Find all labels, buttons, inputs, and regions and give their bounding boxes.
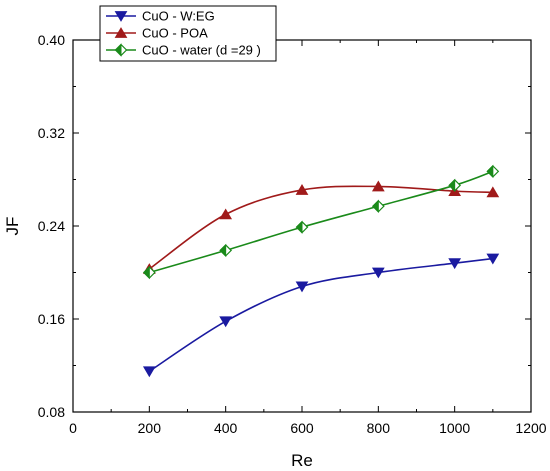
y-tick-label: 0.32 (38, 125, 65, 141)
marker-fill-half (143, 265, 150, 280)
marker-fill-half (114, 43, 122, 57)
data-point-marker (142, 366, 156, 378)
data-point-marker (371, 199, 385, 213)
legend-entry: CuO - POA (106, 26, 208, 41)
data-point-marker (114, 43, 128, 57)
series-2 (142, 164, 500, 280)
x-tick-label: 800 (367, 420, 391, 436)
marker-fill-half (486, 164, 494, 179)
y-axis-title: JF (3, 217, 22, 236)
data-point-marker (448, 258, 462, 270)
marker-fill-half (372, 199, 379, 213)
y-tick-label: 0.16 (38, 311, 65, 327)
data-point-marker (142, 265, 156, 280)
y-tick-label: 0.40 (38, 32, 65, 48)
legend-label: CuO - POA (142, 26, 208, 41)
data-point-marker (486, 164, 500, 179)
x-tick-label: 400 (214, 420, 238, 436)
series-layer (142, 164, 500, 378)
data-point-marker (114, 11, 128, 22)
data-point-marker (295, 281, 309, 293)
x-tick-label: 1200 (515, 420, 546, 436)
series-line (149, 170, 494, 274)
legend-entry: CuO - water (d =29 ) (106, 43, 261, 58)
series-0 (142, 253, 500, 378)
legend-label: CuO - water (d =29 ) (142, 43, 261, 58)
data-point-marker (295, 220, 309, 234)
legend-label: CuO - W:EG (142, 9, 215, 24)
series-1 (142, 180, 500, 274)
data-point-marker (114, 27, 128, 38)
data-point-marker (219, 316, 233, 328)
data-point-marker (371, 180, 385, 192)
marker-fill-half (295, 220, 303, 234)
y-tick-label: 0.24 (38, 218, 65, 234)
x-tick-label: 1000 (439, 420, 470, 436)
marker-fill-half (219, 243, 227, 258)
marker-fill-half (448, 178, 456, 193)
x-tick-label: 0 (69, 420, 77, 436)
data-point-marker (486, 253, 500, 265)
data-point-marker (295, 184, 309, 195)
data-point-marker (219, 208, 233, 220)
x-axis-title: Re (291, 451, 313, 470)
legend-entry: CuO - W:EG (106, 9, 215, 24)
legend: CuO - W:EG CuO - POA CuO - water (d =29 ) (99, 5, 277, 62)
x-tick-label: 600 (290, 420, 314, 436)
data-point-marker (486, 186, 500, 198)
y-tick-label: 0.08 (38, 404, 65, 420)
series-line (148, 257, 493, 372)
series-line (148, 185, 493, 270)
data-point-marker (219, 243, 233, 258)
data-point-marker (371, 267, 385, 279)
data-point-marker (448, 178, 462, 193)
ticks: 0 200 400 600 800 1000 1200 0.08 0.16 0.24 0.32 0.4… (38, 32, 547, 436)
x-tick-label: 200 (138, 420, 162, 436)
